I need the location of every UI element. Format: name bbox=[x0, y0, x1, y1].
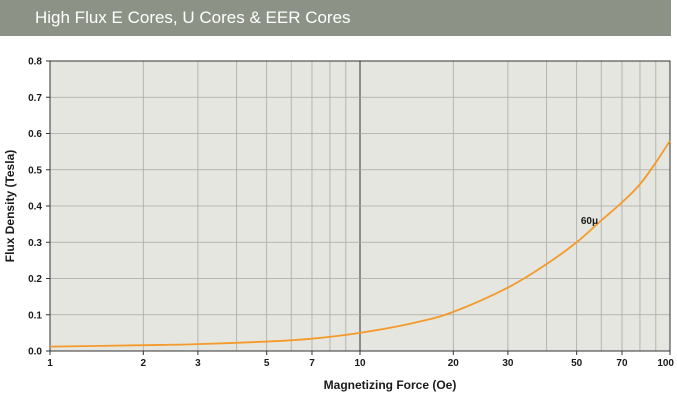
series-label-60u: 60μ bbox=[581, 216, 598, 227]
y-axis-title: Flux Density (Tesla) bbox=[3, 150, 17, 262]
y-tick-label: 0.4 bbox=[28, 202, 42, 213]
x-axis-title: Magnetizing Force (Oe) bbox=[324, 378, 457, 392]
x-tick-label: 1 bbox=[47, 358, 53, 369]
header-bar: High Flux E Cores, U Cores & EER Cores bbox=[0, 0, 677, 36]
x-tick-label: 70 bbox=[616, 358, 628, 369]
x-tick-label: 3 bbox=[195, 358, 201, 369]
header-edge bbox=[671, 0, 677, 36]
y-tick-label: 0.6 bbox=[28, 129, 42, 140]
x-tick-label: 30 bbox=[502, 358, 514, 369]
y-tick-label: 0.1 bbox=[28, 310, 42, 321]
y-tick-label: 0.7 bbox=[28, 93, 42, 104]
x-tick-label: 10 bbox=[354, 358, 366, 369]
x-tick-label: 20 bbox=[448, 358, 460, 369]
y-tick-label: 0.2 bbox=[28, 274, 42, 285]
series-layer: 60μ bbox=[49, 140, 671, 348]
y-tick-label: 0.0 bbox=[28, 347, 42, 358]
y-tick-label: 0.3 bbox=[28, 238, 42, 249]
page-title: High Flux E Cores, U Cores & EER Cores bbox=[35, 8, 351, 27]
y-tick-label: 0.8 bbox=[28, 57, 42, 68]
axes bbox=[46, 60, 671, 355]
series-line-60u bbox=[49, 140, 671, 348]
y-tick-label: 0.5 bbox=[28, 165, 42, 176]
x-tick-label: 7 bbox=[309, 358, 315, 369]
tick-labels: 0.0 0.1 0.2 0.3 0.4 0.5 0.6 0.7 0.8 1 2 3 5 7 10 20 30 50… bbox=[28, 57, 674, 370]
grid-lines bbox=[50, 61, 670, 351]
x-tick-label: 50 bbox=[571, 358, 583, 369]
x-tick-label: 100 bbox=[657, 358, 674, 369]
x-tick-label: 5 bbox=[264, 358, 270, 369]
x-tick-label: 2 bbox=[141, 358, 147, 369]
